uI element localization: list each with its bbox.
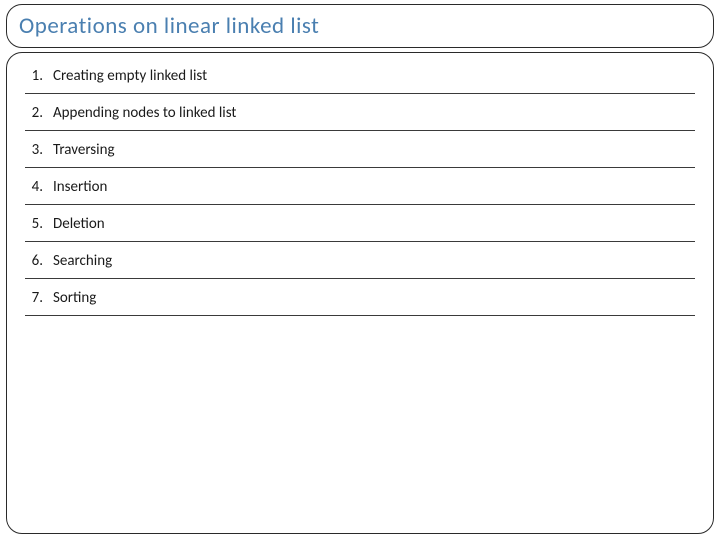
list-label: Insertion bbox=[53, 178, 107, 196]
list-label: Sorting bbox=[53, 289, 96, 307]
operations-list: 1. Creating empty linked list 2. Appendi… bbox=[25, 67, 695, 326]
list-item: 4. Insertion bbox=[25, 178, 695, 205]
list-number: 7. bbox=[25, 289, 43, 307]
list-item: 3. Traversing bbox=[25, 141, 695, 168]
list-label: Creating empty linked list bbox=[53, 67, 207, 85]
list-number: 6. bbox=[25, 252, 43, 270]
list-number: 4. bbox=[25, 178, 43, 196]
list-item: 7. Sorting bbox=[25, 289, 695, 316]
title-container: Operations on linear linked list bbox=[6, 4, 714, 48]
list-number: 1. bbox=[25, 67, 43, 85]
list-label: Traversing bbox=[53, 141, 115, 159]
list-number: 3. bbox=[25, 141, 43, 159]
list-item: 1. Creating empty linked list bbox=[25, 67, 695, 94]
list-item: 5. Deletion bbox=[25, 215, 695, 242]
list-item: 6. Searching bbox=[25, 252, 695, 279]
list-number: 2. bbox=[25, 104, 43, 122]
list-number: 5. bbox=[25, 215, 43, 233]
list-label: Searching bbox=[53, 252, 112, 270]
list-item: 2. Appending nodes to linked list bbox=[25, 104, 695, 131]
slide-title: Operations on linear linked list bbox=[19, 12, 319, 40]
body-container: 1. Creating empty linked list 2. Appendi… bbox=[6, 52, 714, 534]
list-label: Deletion bbox=[53, 215, 105, 233]
list-label: Appending nodes to linked list bbox=[53, 104, 236, 122]
